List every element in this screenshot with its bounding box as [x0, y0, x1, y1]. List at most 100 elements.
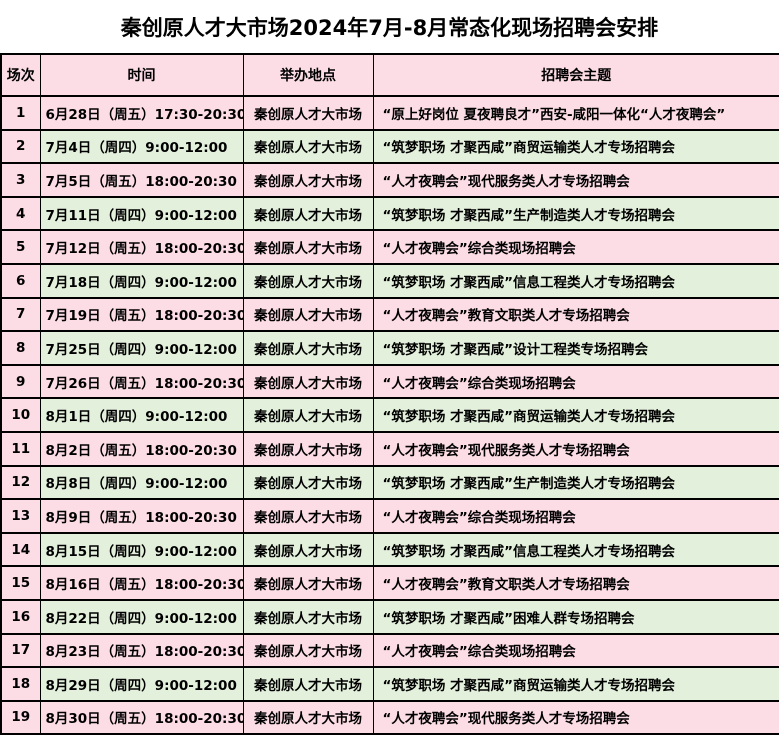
session-theme: “人才夜聘会”综合类现场招聘会: [372, 498, 779, 534]
table-row: 8 7月25日（周四）9:00-12:00 秦创原人才大市场 “筑梦职场 才聚西咸”设…: [0, 330, 779, 366]
session-theme: “筑梦职场 才聚西咸”设计工程类专场招聘会: [372, 330, 779, 366]
session-number: 3: [0, 162, 41, 198]
table-row: 11 8月2日（周五）18:00-20:30 秦创原人才大市场 “人才夜聘会”现代服务…: [0, 430, 779, 467]
table-row: 14 8月15日（周四）9:00-12:00 秦创原人才大市场 “筑梦职场 才聚西咸”…: [0, 531, 779, 568]
session-venue: 秦创原人才大市场: [242, 363, 374, 400]
session-number: 2: [0, 128, 41, 165]
table-row: 1 6月28日（周五）17:30-20:30 秦创原人才大市场 “原上好岗位 夏夜聘良…: [0, 95, 779, 131]
session-time: 8月9日（周五）18:00-20:30: [39, 498, 244, 534]
table-row: 7 7月19日（周五）18:00-20:30 秦创原人才大市场 “人才夜聘会”教育文职…: [0, 296, 779, 333]
table-row: 18 8月29日（周四）9:00-12:00 秦创原人才大市场 “筑梦职场 才聚西咸”…: [0, 666, 779, 702]
session-venue: 秦创原人才大市场: [242, 330, 374, 366]
header-row: 场次 时间 举办地点 招聘会主题: [0, 53, 779, 97]
session-time: 8月8日（周四）9:00-12:00: [39, 464, 244, 501]
session-time: 8月1日（周四）9:00-12:00: [39, 397, 244, 433]
table-row: 2 7月4日（周四）9:00-12:00 秦创原人才大市场 “筑梦职场 才聚西咸”商贸…: [0, 128, 779, 165]
session-number: 12: [0, 464, 41, 501]
session-time: 7月4日（周四）9:00-12:00: [39, 128, 244, 165]
header-time: 时间: [39, 53, 244, 97]
session-venue: 秦创原人才大市场: [242, 162, 374, 198]
session-venue: 秦创原人才大市场: [242, 498, 374, 534]
table-row: 19 8月30日（周五）18:00-20:30 秦创原人才大市场 “人才夜聘会”现代服…: [0, 699, 779, 736]
session-number: 7: [0, 296, 41, 333]
session-number: 13: [0, 498, 41, 534]
session-time: 7月12日（周五）18:00-20:30: [39, 229, 244, 265]
session-venue: 秦创原人才大市场: [242, 128, 374, 165]
session-venue: 秦创原人才大市场: [242, 262, 374, 299]
session-venue: 秦创原人才大市场: [242, 430, 374, 467]
session-venue: 秦创原人才大市场: [242, 195, 374, 232]
session-theme: “筑梦职场 才聚西咸”困难人群专场招聘会: [372, 598, 779, 635]
schedule-table: 场次 时间 举办地点 招聘会主题 1 6月28日（周五）17:30-20:30 秦创…: [0, 53, 779, 736]
header-theme: 招聘会主题: [372, 53, 779, 97]
session-theme: “人才夜聘会”综合类现场招聘会: [372, 229, 779, 265]
session-number: 6: [0, 262, 41, 299]
session-time: 7月18日（周四）9:00-12:00: [39, 262, 244, 299]
session-number: 14: [0, 531, 41, 568]
session-venue: 秦创原人才大市场: [242, 565, 374, 601]
session-theme: “筑梦职场 才聚西咸”商贸运输类人才专场招聘会: [372, 397, 779, 433]
session-number: 17: [0, 632, 41, 669]
session-time: 7月5日（周五）18:00-20:30: [39, 162, 244, 198]
session-number: 8: [0, 330, 41, 366]
table-row: 4 7月11日（周四）9:00-12:00 秦创原人才大市场 “筑梦职场 才聚西咸”生…: [0, 195, 779, 232]
table-row: 5 7月12日（周五）18:00-20:30 秦创原人才大市场 “人才夜聘会”综合类现…: [0, 229, 779, 265]
session-time: 8月2日（周五）18:00-20:30: [39, 430, 244, 467]
session-number: 16: [0, 598, 41, 635]
session-time: 8月23日（周五）18:00-20:30: [39, 632, 244, 669]
session-number: 19: [0, 699, 41, 736]
session-theme: “原上好岗位 夏夜聘良才”西安-咸阳一体化“人才夜聘会”: [372, 95, 779, 131]
session-theme: “筑梦职场 才聚西咸”生产制造类人才专场招聘会: [372, 195, 779, 232]
session-venue: 秦创原人才大市场: [242, 95, 374, 131]
session-theme: “筑梦职场 才聚西咸”信息工程类人才专场招聘会: [372, 531, 779, 568]
session-time: 7月26日（周五）18:00-20:30: [39, 363, 244, 400]
session-theme: “筑梦职场 才聚西咸”生产制造类人才专场招聘会: [372, 464, 779, 501]
session-number: 11: [0, 430, 41, 467]
table-row: 6 7月18日（周四）9:00-12:00 秦创原人才大市场 “筑梦职场 才聚西咸”信…: [0, 262, 779, 299]
session-number: 10: [0, 397, 41, 433]
header-session-number: 场次: [0, 53, 41, 97]
session-theme: “筑梦职场 才聚西咸”信息工程类人才专场招聘会: [372, 262, 779, 299]
table-body: 1 6月28日（周五）17:30-20:30 秦创原人才大市场 “原上好岗位 夏夜聘良…: [0, 95, 779, 736]
table-row: 9 7月26日（周五）18:00-20:30 秦创原人才大市场 “人才夜聘会”综合类现…: [0, 363, 779, 400]
table-row: 13 8月9日（周五）18:00-20:30 秦创原人才大市场 “人才夜聘会”综合类现…: [0, 498, 779, 534]
session-time: 8月30日（周五）18:00-20:30: [39, 699, 244, 736]
session-venue: 秦创原人才大市场: [242, 632, 374, 669]
table-row: 15 8月16日（周五）18:00-20:30 秦创原人才大市场 “人才夜聘会”教育文…: [0, 565, 779, 601]
session-time: 8月29日（周四）9:00-12:00: [39, 666, 244, 702]
table-row: 10 8月1日（周四）9:00-12:00 秦创原人才大市场 “筑梦职场 才聚西咸”商…: [0, 397, 779, 433]
session-venue: 秦创原人才大市场: [242, 296, 374, 333]
session-venue: 秦创原人才大市场: [242, 598, 374, 635]
session-number: 18: [0, 666, 41, 702]
session-theme: “人才夜聘会”现代服务类人才专场招聘会: [372, 162, 779, 198]
session-venue: 秦创原人才大市场: [242, 699, 374, 736]
session-theme: “人才夜聘会”教育文职类人才专场招聘会: [372, 565, 779, 601]
session-time: 7月25日（周四）9:00-12:00: [39, 330, 244, 366]
session-time: 6月28日（周五）17:30-20:30: [39, 95, 244, 131]
table-row: 12 8月8日（周四）9:00-12:00 秦创原人才大市场 “筑梦职场 才聚西咸”生…: [0, 464, 779, 501]
session-theme: “人才夜聘会”教育文职类人才专场招聘会: [372, 296, 779, 333]
session-time: 7月11日（周四）9:00-12:00: [39, 195, 244, 232]
table-row: 16 8月22日（周四）9:00-12:00 秦创原人才大市场 “筑梦职场 才聚西咸”…: [0, 598, 779, 635]
table-row: 3 7月5日（周五）18:00-20:30 秦创原人才大市场 “人才夜聘会”现代服务类…: [0, 162, 779, 198]
session-time: 8月15日（周四）9:00-12:00: [39, 531, 244, 568]
session-venue: 秦创原人才大市场: [242, 464, 374, 501]
table-row: 17 8月23日（周五）18:00-20:30 秦创原人才大市场 “人才夜聘会”综合类…: [0, 632, 779, 669]
session-theme: “筑梦职场 才聚西咸”商贸运输类人才专场招聘会: [372, 666, 779, 702]
session-theme: “人才夜聘会”综合类现场招聘会: [372, 363, 779, 400]
header-venue: 举办地点: [242, 53, 374, 97]
session-theme: “人才夜聘会”现代服务类人才专场招聘会: [372, 430, 779, 467]
session-venue: 秦创原人才大市场: [242, 229, 374, 265]
session-theme: “筑梦职场 才聚西咸”商贸运输类人才专场招聘会: [372, 128, 779, 165]
session-venue: 秦创原人才大市场: [242, 531, 374, 568]
session-number: 15: [0, 565, 41, 601]
session-number: 1: [0, 95, 41, 131]
session-time: 8月16日（周五）18:00-20:30: [39, 565, 244, 601]
session-theme: “人才夜聘会”综合类现场招聘会: [372, 632, 779, 669]
session-time: 8月22日（周四）9:00-12:00: [39, 598, 244, 635]
session-venue: 秦创原人才大市场: [242, 397, 374, 433]
session-time: 7月19日（周五）18:00-20:30: [39, 296, 244, 333]
session-number: 4: [0, 195, 41, 232]
session-venue: 秦创原人才大市场: [242, 666, 374, 702]
